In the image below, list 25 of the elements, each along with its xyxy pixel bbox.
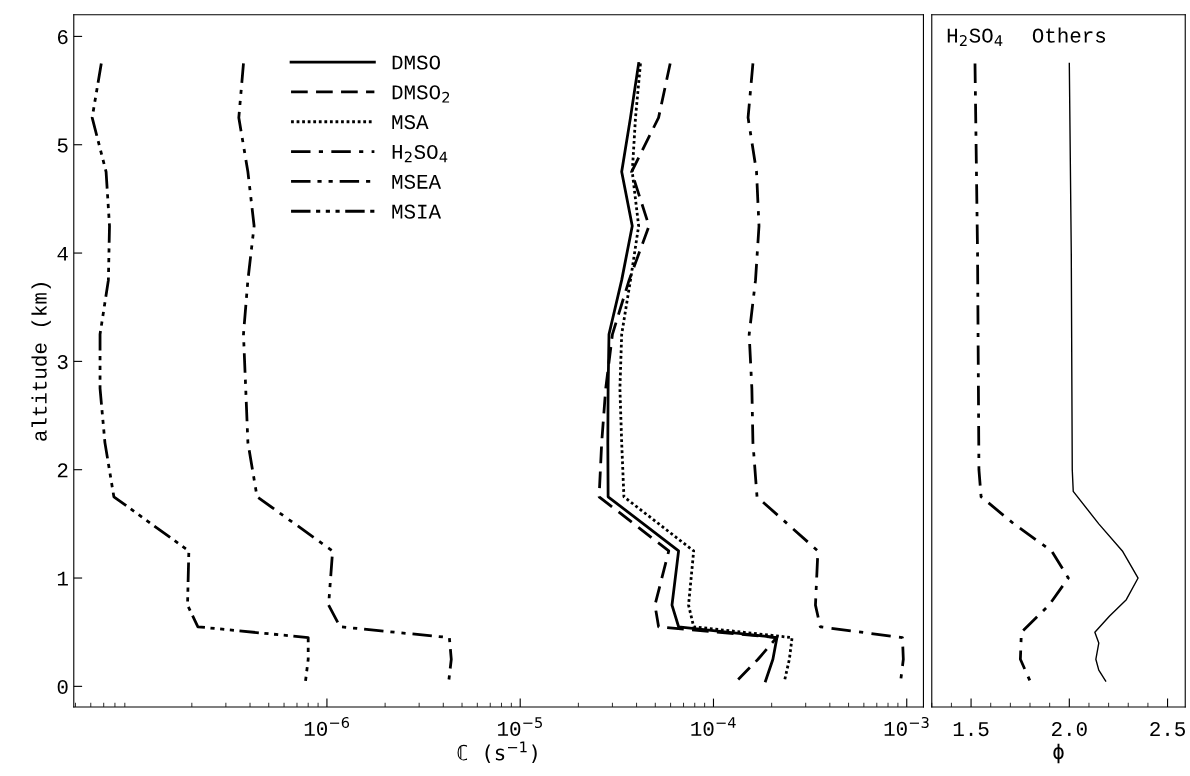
x-tick-label: 2.5 [1150,721,1185,737]
x-tick-label: 10$^{−6}$ [304,716,350,736]
legend-label: DMSO$_{2}$ [392,85,450,103]
series-label: H$_{2}$SO$_{4}$ [947,28,1003,46]
y-tick-label: 6 [57,30,68,45]
series-label: Others [1032,27,1106,43]
y-tick-label: 0 [57,679,68,695]
x-tick-label: 10$^{−4}$ [691,717,736,736]
legend-label: H$_{2}$SO$_{4}$ [392,144,448,163]
y-tick-label: 3 [57,354,68,370]
y-tick-label: 1 [57,571,68,586]
x-axis-title: ϕ [1053,743,1064,764]
y-tick-label: 5 [57,138,68,153]
y-axis-title: altitude (km) [31,283,51,441]
x-tick-label: 10$^{−3}$ [884,716,929,736]
x-axis-title: ℂ (s$^{−1}$) [457,741,537,763]
legend-label: MSEA [392,174,442,189]
y-tick-label: 4 [57,246,68,261]
legend-label: MSA [392,115,429,130]
x-tick-label: 10$^{−5}$ [498,717,542,736]
x-tick-label: 1.5 [953,722,989,737]
y-tick-label: 2 [57,463,68,478]
legend-label: MSIA [392,204,442,219]
x-tick-label: 2.0 [1052,721,1087,737]
legend-label: DMSO [392,55,441,70]
